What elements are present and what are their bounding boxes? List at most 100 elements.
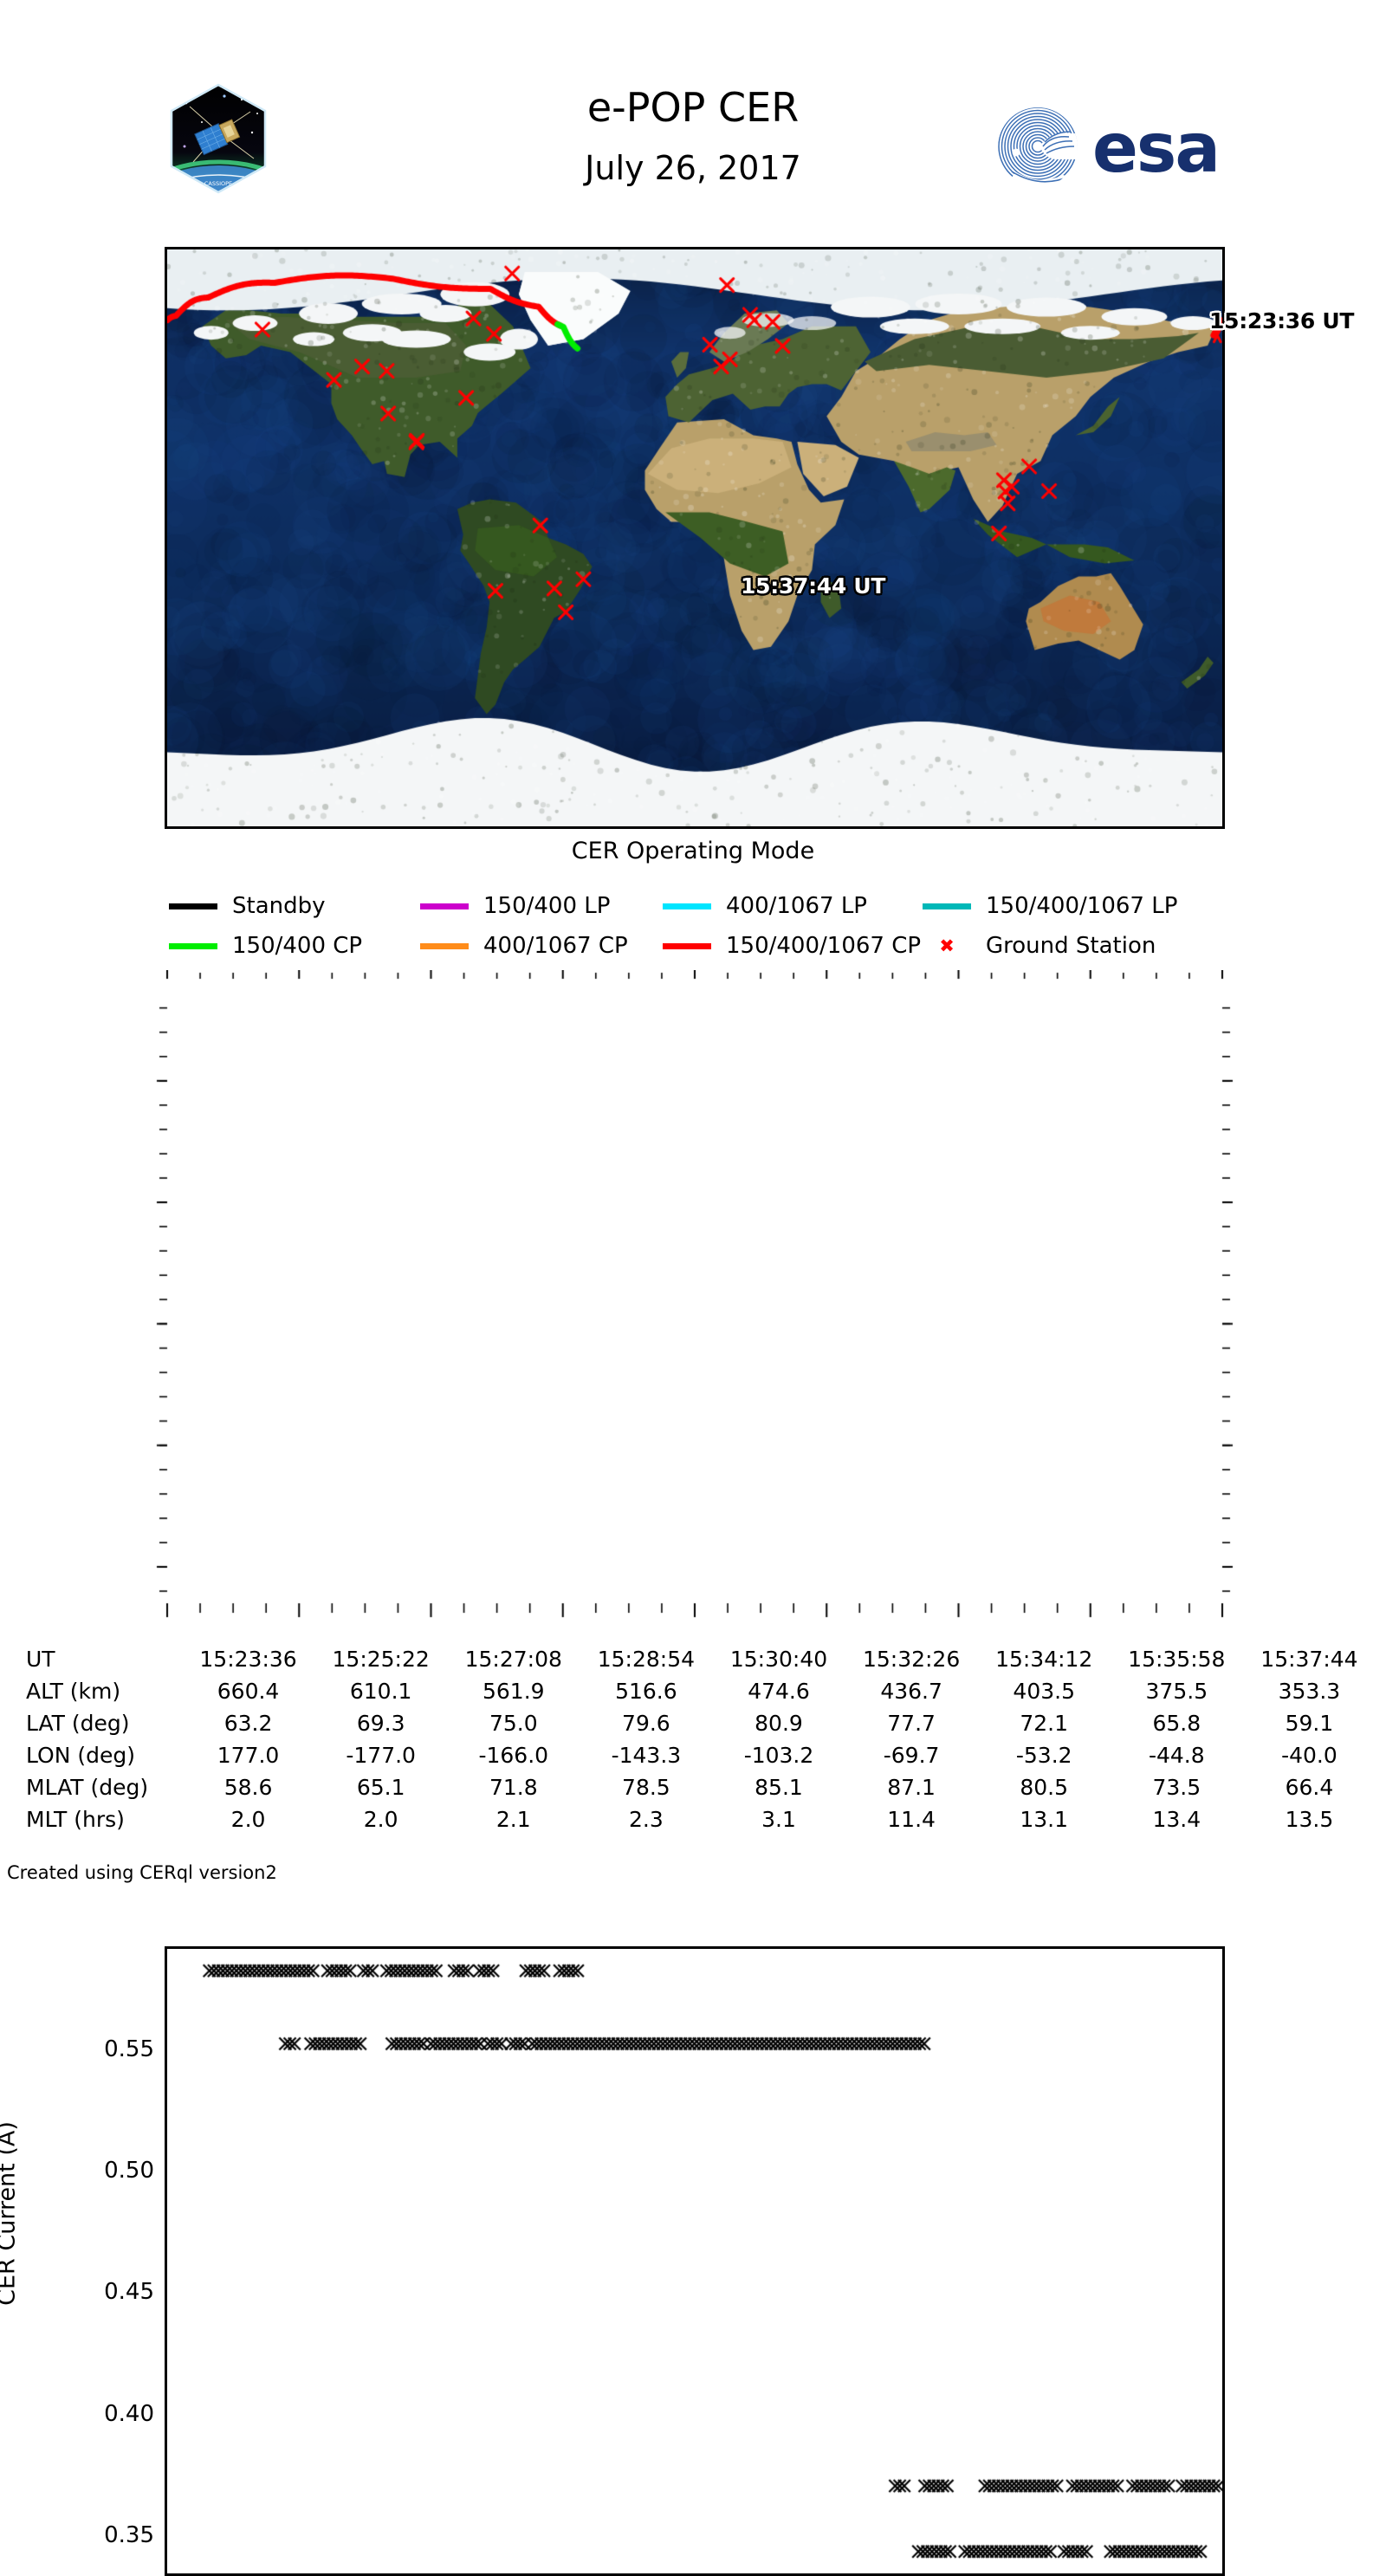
y-tick-label: 0.45 <box>59 2279 154 2305</box>
table-cell: 69.3 <box>314 1707 447 1739</box>
table-cell: 2.1 <box>447 1803 580 1835</box>
legend-label-400-1067-lp: 400/1067 LP <box>726 895 867 917</box>
table-cell: -44.8 <box>1111 1739 1243 1771</box>
legend-label-400-1067-cp: 400/1067 CP <box>483 935 628 957</box>
table-cell: 15:32:26 <box>845 1643 978 1675</box>
y-tick-label: 0.40 <box>59 2401 154 2427</box>
table-cell: 77.7 <box>845 1707 978 1739</box>
table-cell: 353.3 <box>1243 1675 1376 1707</box>
map-image <box>167 249 1222 826</box>
table-cell: 80.9 <box>712 1707 845 1739</box>
table-cell: 15:25:22 <box>314 1643 447 1675</box>
table-cell: -53.2 <box>978 1739 1111 1771</box>
table-cell: 15:23:36 <box>182 1643 314 1675</box>
legend-swatch-150-400-1067-cp <box>663 943 711 949</box>
legend-swatch-150-400-lp <box>420 903 469 909</box>
table-cell: 474.6 <box>712 1675 845 1707</box>
table-cell: 2.3 <box>580 1803 712 1835</box>
legend-swatch-150-400-1067-lp <box>923 903 971 909</box>
y-axis-ticks: 0.35 0.40 0.45 0.50 0.55 <box>52 1946 154 2576</box>
table-cell: 87.1 <box>845 1771 978 1803</box>
table-cell: 59.1 <box>1243 1707 1376 1739</box>
table-row: LAT (deg) 63.2 69.3 75.0 79.6 80.9 77.7 72.1 65.… <box>24 1707 1376 1739</box>
table-row: MLT (hrs) 2.0 2.0 2.1 2.3 3.1 11.4 13.1 13.4 13.5 <box>24 1803 1376 1835</box>
table-cell: 516.6 <box>580 1675 712 1707</box>
title-block: e-POP CER July 26, 2017 <box>346 82 1040 191</box>
table-row-label: ALT (km) <box>24 1675 182 1707</box>
ephemeris-table: UT 15:23:36 15:25:22 15:27:08 15:28:54 15:30:… <box>24 1643 1376 1835</box>
cer-current-plot: CER Current (A) 0.35 0.40 0.45 0.50 0.55 <box>0 970 1386 1628</box>
table-cell: 15:37:44 <box>1243 1643 1376 1675</box>
table-cell: 79.6 <box>580 1707 712 1739</box>
table-cell: -166.0 <box>447 1739 580 1771</box>
table-row: MLAT (deg) 58.6 65.1 71.8 78.5 85.1 87.1 80.5 73… <box>24 1771 1376 1803</box>
legend-row-2: 150/400 CP 400/1067 CP 150/400/1067 CP ✖… <box>169 926 1234 966</box>
table-cell: 72.1 <box>978 1707 1111 1739</box>
table-cell: -103.2 <box>712 1739 845 1771</box>
table-cell: -40.0 <box>1243 1739 1376 1771</box>
legend: Standby 150/400 LP 400/1067 LP 150/400/1… <box>169 886 1234 966</box>
legend-label-150-400-cp: 150/400 CP <box>232 935 362 957</box>
table-cell: 15:30:40 <box>712 1643 845 1675</box>
page-title: e-POP CER <box>346 82 1040 133</box>
legend-swatch-standby <box>169 903 217 909</box>
legend-label-ground-station: Ground Station <box>986 935 1156 957</box>
table-cell: 610.1 <box>314 1675 447 1707</box>
legend-label-standby: Standby <box>232 895 326 917</box>
table-row-label: MLAT (deg) <box>24 1771 182 1803</box>
table-row: LON (deg) 177.0 -177.0 -166.0 -143.3 -103.2 -6… <box>24 1739 1376 1771</box>
legend-item-ground-station[interactable]: ✖ Ground Station <box>923 935 1156 957</box>
table-cell: 13.5 <box>1243 1803 1376 1835</box>
table-cell: 78.5 <box>580 1771 712 1803</box>
legend-swatch-150-400-cp <box>169 943 217 949</box>
table-cell: 375.5 <box>1111 1675 1243 1707</box>
legend-label-150-400-lp: 150/400 LP <box>483 895 610 917</box>
table-cell: 71.8 <box>447 1771 580 1803</box>
legend-label-150-400-1067-lp: 150/400/1067 LP <box>986 895 1177 917</box>
map-end-time-label: 15:37:44 UT <box>741 573 885 599</box>
table-cell: 15:35:58 <box>1111 1643 1243 1675</box>
legend-swatch-400-1067-lp <box>663 903 711 909</box>
world-map: 15:37:44 UT <box>165 247 1225 829</box>
legend-item-150-400-lp[interactable]: 150/400 LP <box>420 895 663 917</box>
table-row-label: MLT (hrs) <box>24 1803 182 1835</box>
table-row-label: LAT (deg) <box>24 1707 182 1739</box>
table-cell: 3.1 <box>712 1803 845 1835</box>
table-cell: 13.4 <box>1111 1803 1243 1835</box>
table-cell: 13.1 <box>978 1803 1111 1835</box>
table-cell: -177.0 <box>314 1739 447 1771</box>
table-cell: 65.1 <box>314 1771 447 1803</box>
table-cell: 58.6 <box>182 1771 314 1803</box>
table-cell: 11.4 <box>845 1803 978 1835</box>
cassiope-logo-text: CASSIOPE <box>204 180 232 187</box>
legend-item-150-400-1067-lp[interactable]: 150/400/1067 LP <box>923 895 1177 917</box>
y-tick-label: 0.55 <box>59 2036 154 2062</box>
table-row-label: LON (deg) <box>24 1739 182 1771</box>
table-cell: 73.5 <box>1111 1771 1243 1803</box>
page-date: July 26, 2017 <box>346 145 1040 191</box>
map-start-time-label: 15:23:36 UT <box>1209 308 1354 333</box>
table-cell: 66.4 <box>1243 1771 1376 1803</box>
table-cell: 2.0 <box>314 1803 447 1835</box>
legend-item-standby[interactable]: Standby <box>169 895 420 917</box>
table-cell: 63.2 <box>182 1707 314 1739</box>
y-axis-label: CER Current (A) <box>0 2041 21 2387</box>
table-cell: 177.0 <box>182 1739 314 1771</box>
axis-tick-marks <box>0 970 1386 1628</box>
legend-row-1: Standby 150/400 LP 400/1067 LP 150/400/1… <box>169 886 1234 926</box>
table-cell: 15:28:54 <box>580 1643 712 1675</box>
legend-item-400-1067-lp[interactable]: 400/1067 LP <box>663 895 923 917</box>
table-cell: 403.5 <box>978 1675 1111 1707</box>
legend-item-150-400-1067-cp[interactable]: 150/400/1067 CP <box>663 935 923 957</box>
legend-title: CER Operating Mode <box>0 838 1386 864</box>
legend-item-400-1067-cp[interactable]: 400/1067 CP <box>420 935 663 957</box>
plot-data-markers <box>167 1949 1222 2573</box>
legend-item-150-400-cp[interactable]: 150/400 CP <box>169 935 420 957</box>
esa-logo: esa <box>994 104 1250 189</box>
table-row: UT 15:23:36 15:25:22 15:27:08 15:28:54 15:30:… <box>24 1643 1376 1675</box>
table-cell: 436.7 <box>845 1675 978 1707</box>
legend-swatch-400-1067-cp <box>420 943 469 949</box>
table-cell: 2.0 <box>182 1803 314 1835</box>
table-row: ALT (km) 660.4 610.1 561.9 516.6 474.6 436.7 40… <box>24 1675 1376 1707</box>
table-cell: 65.8 <box>1111 1707 1243 1739</box>
